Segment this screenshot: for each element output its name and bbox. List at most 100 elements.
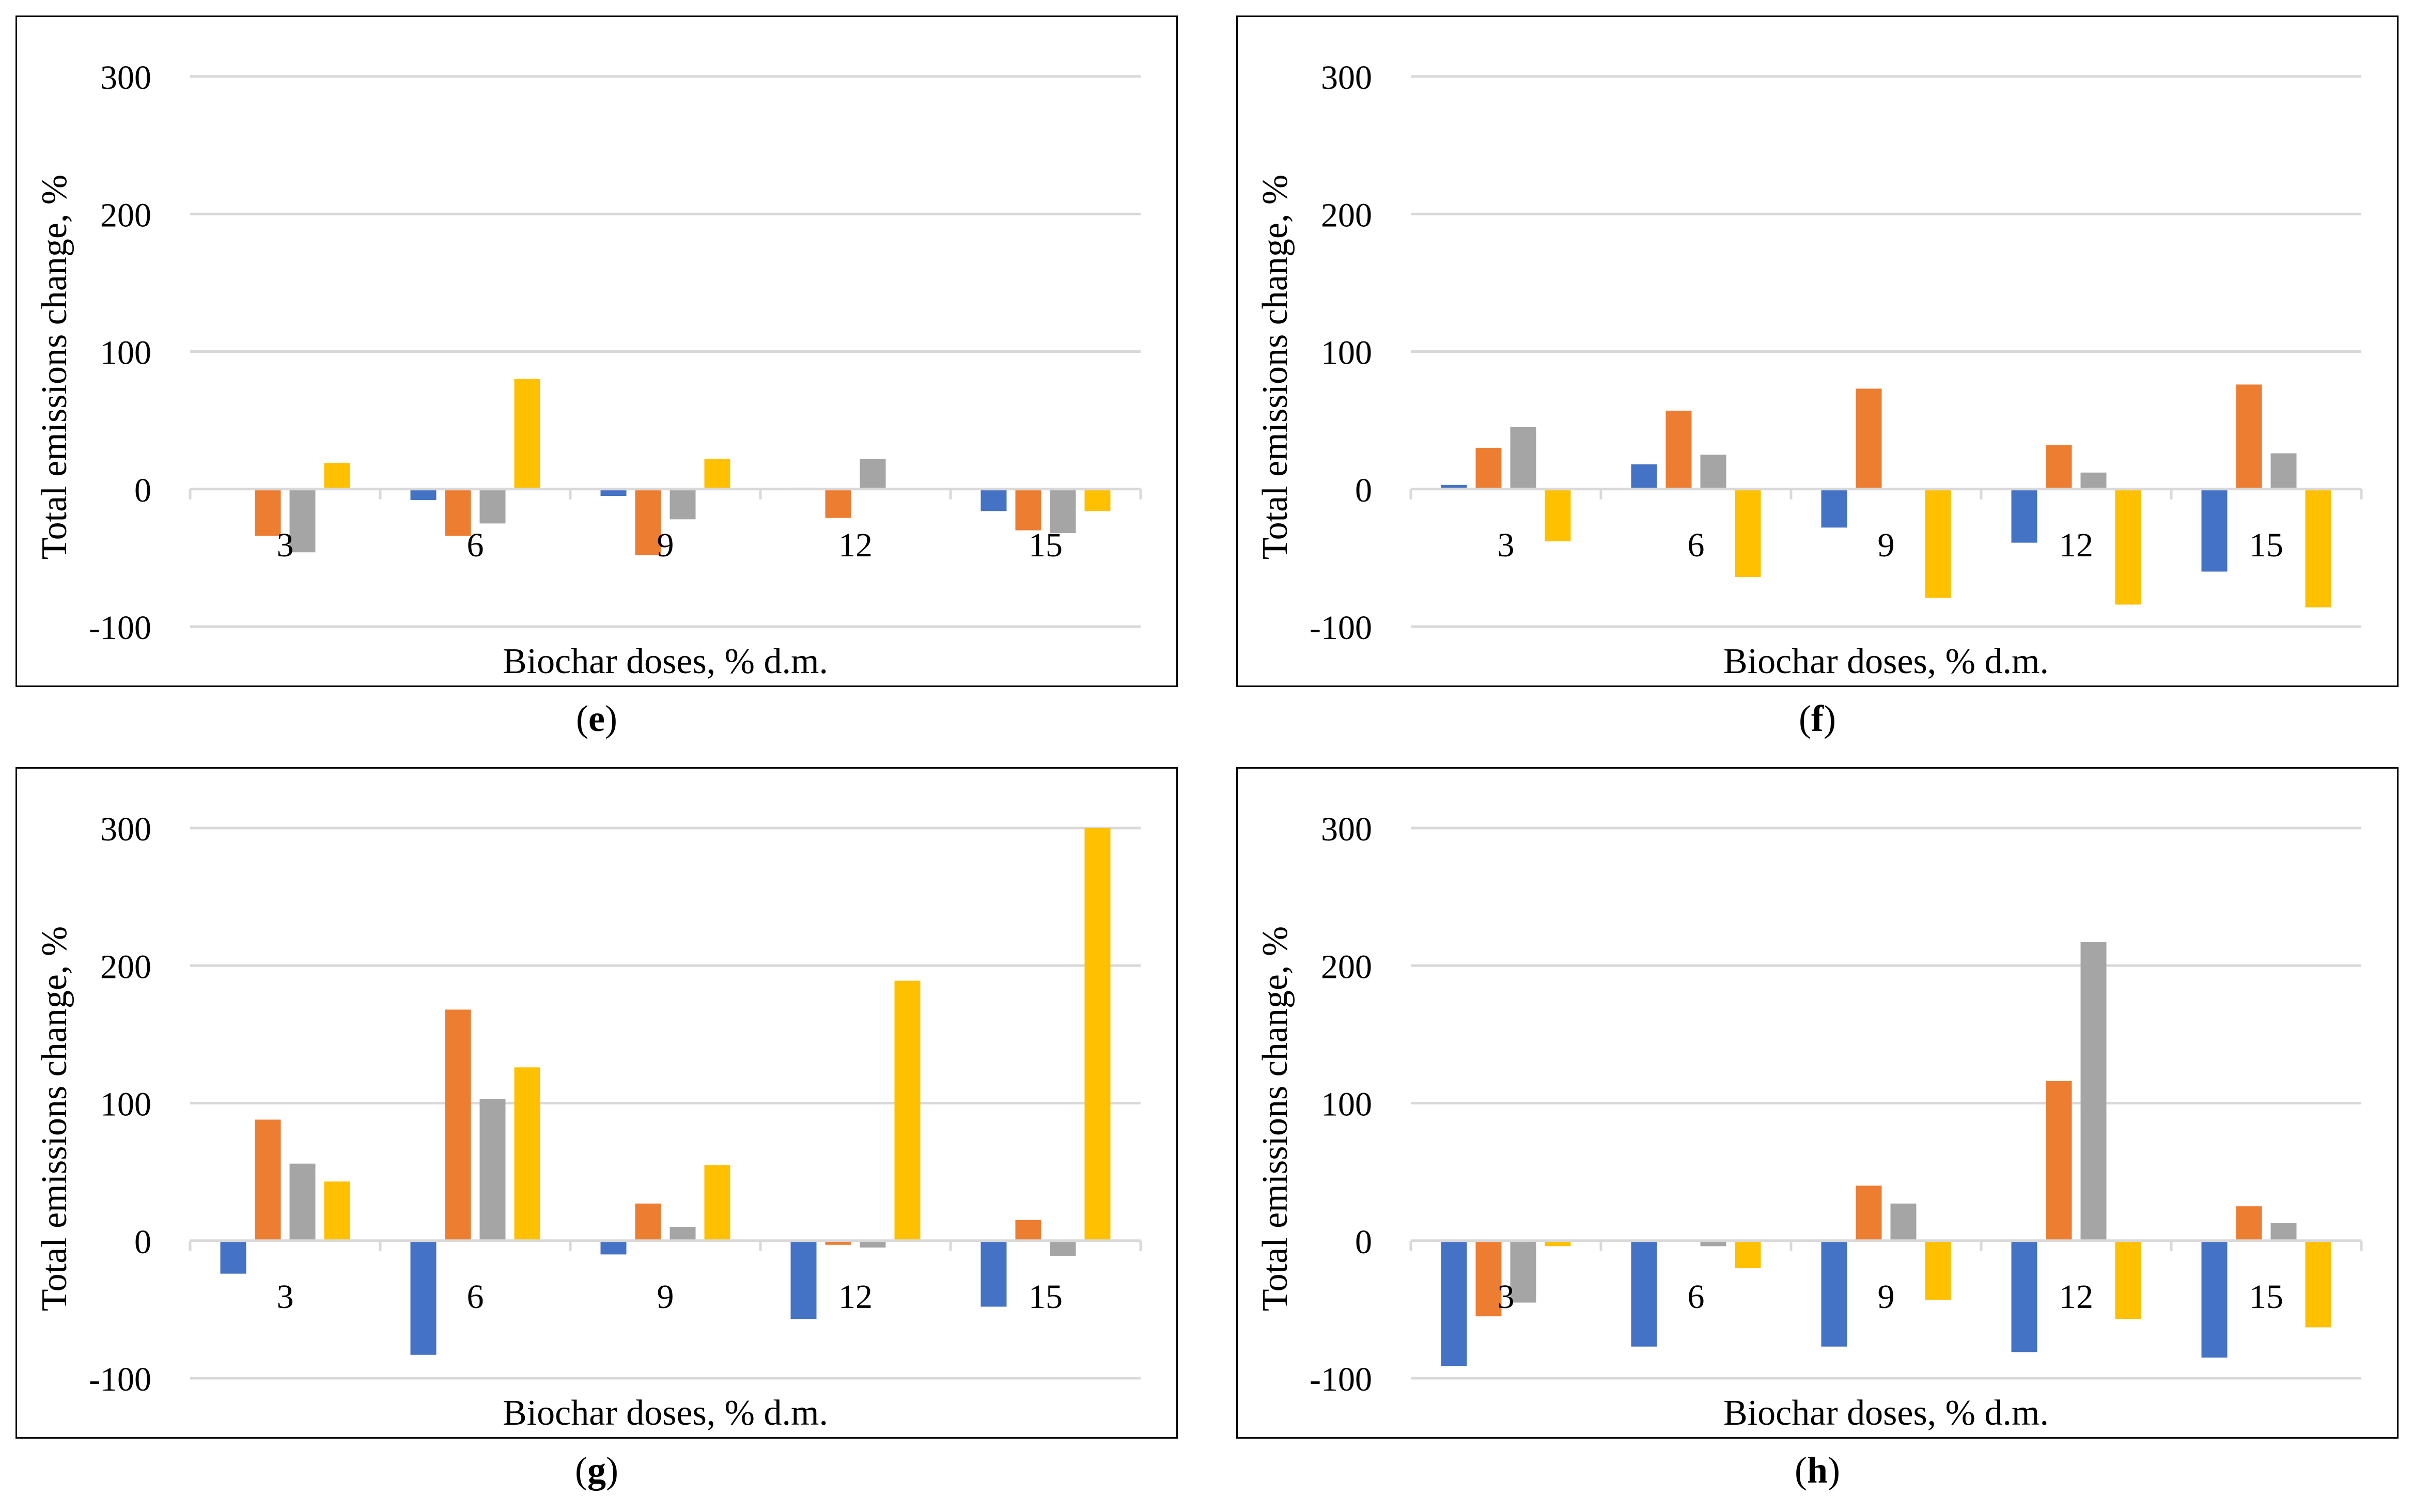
bar-series-4-cat-15 xyxy=(1084,828,1111,1241)
y-tick-label: 300 xyxy=(1321,59,1372,97)
bar-series-3-cat-15 xyxy=(2270,1223,2297,1241)
bar-series-2-cat-12 xyxy=(2046,1081,2072,1241)
x-tick-label: 3 xyxy=(1498,526,1515,564)
x-tick-label: 9 xyxy=(1878,526,1895,564)
caption-open: ( xyxy=(575,1449,587,1491)
bar-series-2-cat-3 xyxy=(1475,1240,1502,1317)
bar-series-1-cat-12 xyxy=(2011,489,2037,543)
bar-series-3-cat-9 xyxy=(670,489,696,520)
bar-series-2-cat-3 xyxy=(255,489,281,536)
bar-series-2-cat-15 xyxy=(1015,1220,1041,1241)
caption-letter: h xyxy=(1807,1449,1828,1491)
bar-series-3-cat-6 xyxy=(1700,455,1726,489)
bar-series-4-cat-15 xyxy=(2305,489,2331,607)
x-tick-label: 12 xyxy=(2059,526,2093,564)
x-tick-label: 3 xyxy=(277,526,294,564)
y-tick-label: 300 xyxy=(1321,810,1372,848)
x-tick-label: 15 xyxy=(1029,1278,1063,1316)
caption-close: ) xyxy=(1823,698,1836,739)
bar-series-3-cat-9 xyxy=(1890,1203,1917,1241)
bar-series-1-cat-6 xyxy=(1631,1240,1657,1347)
bar-series-1-cat-3 xyxy=(220,1240,246,1274)
bar-series-3-cat-9 xyxy=(670,1227,696,1241)
chart-panel-f: 300 200 100 0 -100 3 6 9 12 15 Biochar doses, % d.… xyxy=(1236,15,2399,687)
caption-letter: g xyxy=(587,1449,606,1491)
chart-svg: 300 200 100 0 -100 3 6 9 12 15 Biochar doses, % d.… xyxy=(35,810,1142,1433)
bar-series-4-cat-9 xyxy=(704,459,730,489)
y-axis-title: Total emissions change, % xyxy=(1255,926,1295,1312)
bar-series-1-cat-6 xyxy=(410,1240,437,1355)
bar-series-2-cat-15 xyxy=(2236,384,2262,489)
bar-series-4-cat-12 xyxy=(2115,1240,2141,1319)
x-axis-title: Biochar doses, % d.m. xyxy=(503,1393,828,1433)
x-tick-label: 12 xyxy=(838,1278,873,1316)
bar-series-2-cat-12 xyxy=(825,489,851,518)
bar-series-4-cat-3 xyxy=(1545,489,1571,541)
bar-series-3-cat-12 xyxy=(860,1240,886,1248)
bar-series-3-cat-3 xyxy=(1510,427,1536,489)
bar-series-3-cat-3 xyxy=(1510,1240,1536,1303)
chart-svg: 300 200 100 0 -100 3 6 9 12 15 Biochar doses, % d.… xyxy=(1255,59,2363,681)
x-tick-label: 9 xyxy=(657,1278,674,1316)
caption-letter: e xyxy=(588,698,605,739)
x-tick-label: 6 xyxy=(467,1278,484,1316)
bar-series-4-cat-15 xyxy=(2305,1240,2331,1328)
x-tick-label: 3 xyxy=(277,1278,294,1316)
y-tick-label: 100 xyxy=(1321,334,1372,372)
y-tick-label: 200 xyxy=(100,196,151,234)
x-tick-label: 12 xyxy=(2059,1278,2093,1316)
y-tick-label: 0 xyxy=(1355,1223,1372,1261)
bar-series-1-cat-9 xyxy=(1821,489,1847,528)
y-tick-label: 200 xyxy=(100,948,151,986)
bar-series-1-cat-6 xyxy=(410,489,437,501)
bar-series-4-cat-6 xyxy=(1735,1240,1761,1268)
bar-series-2-cat-6 xyxy=(445,489,471,536)
caption-open: ( xyxy=(1794,1449,1807,1491)
bar-series-4-cat-6 xyxy=(514,379,540,489)
bar-series-3-cat-6 xyxy=(1700,1240,1726,1246)
bar-series-1-cat-15 xyxy=(2201,1240,2228,1358)
caption-close: ) xyxy=(604,698,617,739)
bar-series-4-cat-12 xyxy=(894,980,921,1241)
bar-series-2-cat-3 xyxy=(255,1119,281,1241)
bar-series-2-cat-9 xyxy=(635,1203,661,1241)
caption-letter: f xyxy=(1811,698,1824,739)
y-tick-label: 0 xyxy=(134,1223,151,1261)
y-tick-label: 100 xyxy=(1321,1086,1372,1124)
bar-series-1-cat-15 xyxy=(980,489,1007,511)
x-tick-label: 6 xyxy=(467,526,484,564)
y-tick-label: 200 xyxy=(1321,948,1372,986)
x-tick-label: 15 xyxy=(2249,1278,2283,1316)
y-tick-label: 300 xyxy=(100,810,151,848)
bar-series-1-cat-15 xyxy=(2201,489,2228,572)
bar-series-1-cat-12 xyxy=(2011,1240,2037,1352)
bar-series-2-cat-9 xyxy=(635,489,661,555)
bar-series-2-cat-6 xyxy=(1665,410,1692,489)
y-tick-label: -100 xyxy=(1310,609,1372,647)
bar-series-3-cat-15 xyxy=(1050,1240,1076,1256)
x-tick-label: 15 xyxy=(2249,526,2283,564)
chart-panel-e: 300 200 100 0 -100 3 6 9 12 15 Biochar doses, % d.… xyxy=(15,15,1178,687)
bar-series-4-cat-3 xyxy=(1545,1240,1571,1246)
bar-series-2-cat-12 xyxy=(825,1240,851,1245)
bar-series-4-cat-9 xyxy=(1925,1240,1951,1300)
caption-g: (g) xyxy=(519,1449,674,1492)
bar-series-1-cat-12 xyxy=(790,1240,817,1319)
bar-series-4-cat-15 xyxy=(1084,489,1111,511)
bar-series-3-cat-15 xyxy=(2270,453,2297,489)
x-axis-title: Biochar doses, % d.m. xyxy=(503,642,828,681)
caption-h: (h) xyxy=(1740,1449,1895,1492)
bar-series-3-cat-3 xyxy=(289,489,316,553)
y-axis-title: Total emissions change, % xyxy=(35,175,74,560)
caption-close: ) xyxy=(1828,1449,1840,1491)
caption-open: ( xyxy=(1799,698,1811,739)
bar-series-1-cat-6 xyxy=(1631,464,1657,489)
bar-series-3-cat-12 xyxy=(2080,942,2107,1241)
y-tick-label: 200 xyxy=(1321,196,1372,234)
y-tick-label: 0 xyxy=(134,472,151,509)
bar-series-2-cat-6 xyxy=(445,1009,471,1241)
caption-close: ) xyxy=(606,1449,618,1491)
bar-series-2-cat-3 xyxy=(1475,447,1502,489)
bar-series-1-cat-15 xyxy=(980,1240,1007,1307)
y-tick-label: 0 xyxy=(1355,472,1372,509)
